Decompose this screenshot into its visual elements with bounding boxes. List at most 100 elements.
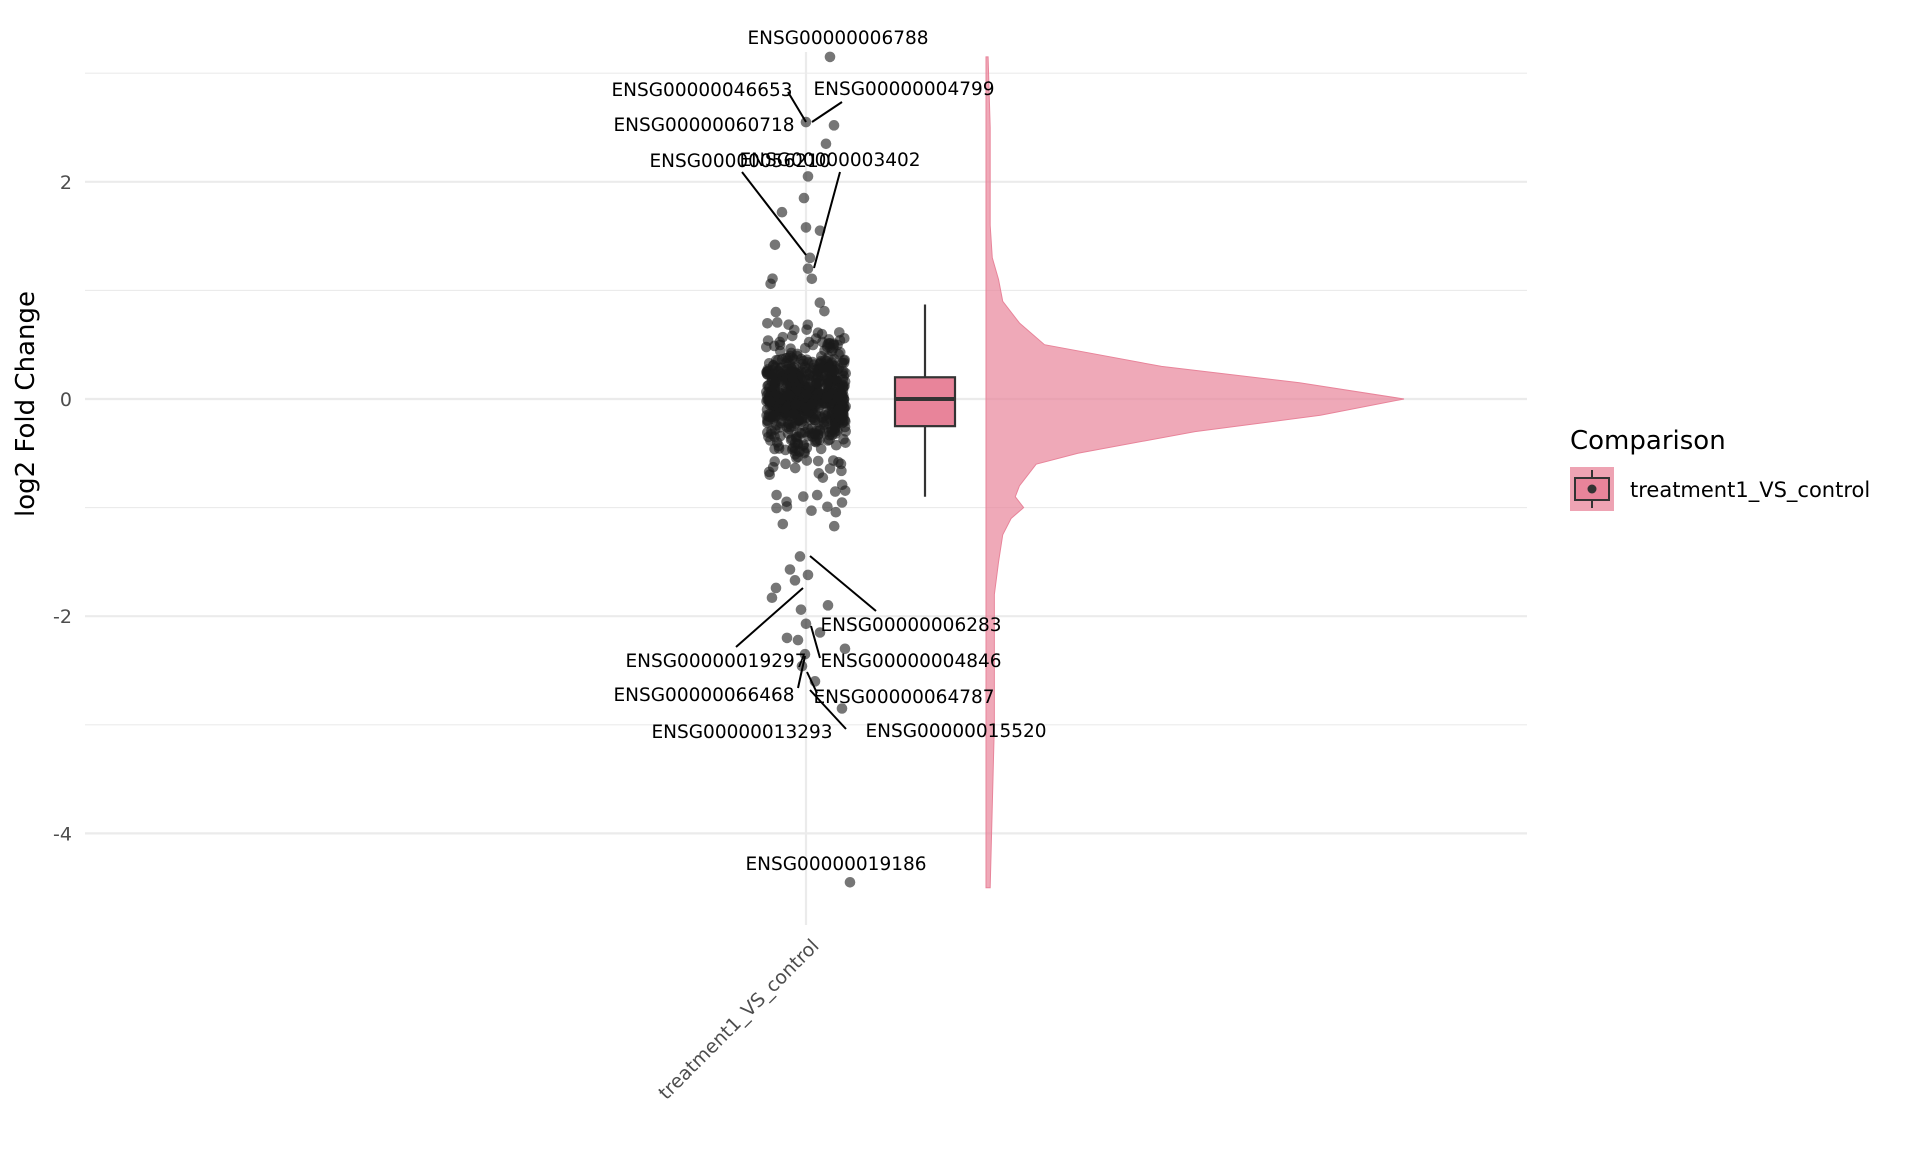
data-point bbox=[809, 414, 821, 426]
boxplot bbox=[893, 304, 957, 497]
data-point bbox=[766, 592, 778, 604]
y-axis-label: log2 Fold Change bbox=[11, 291, 41, 517]
data-point bbox=[767, 461, 779, 473]
data-point bbox=[806, 399, 818, 410]
data-point bbox=[774, 336, 786, 348]
y-tick-label: -2 bbox=[53, 606, 72, 628]
x-axis-ticks: treatment1_VS_control bbox=[654, 935, 823, 1104]
data-point bbox=[822, 374, 834, 385]
data-point bbox=[802, 171, 814, 182]
data-point bbox=[771, 502, 782, 514]
data-point bbox=[784, 564, 796, 575]
data-point bbox=[792, 634, 804, 646]
label-leader-line bbox=[811, 101, 843, 123]
data-point bbox=[812, 455, 824, 467]
label-leader-line bbox=[797, 655, 806, 689]
data-point bbox=[815, 443, 827, 455]
label-leader-line bbox=[813, 171, 841, 269]
label-leader-line bbox=[741, 171, 807, 256]
data-point bbox=[809, 427, 820, 439]
data-point bbox=[804, 252, 816, 264]
data-point bbox=[814, 627, 826, 638]
data-point bbox=[769, 239, 781, 251]
data-point bbox=[839, 333, 850, 344]
data-point bbox=[782, 389, 794, 401]
data-point bbox=[820, 138, 832, 150]
data-point bbox=[798, 439, 810, 450]
data-point bbox=[786, 330, 798, 342]
gene-label: ENSG00000066468 bbox=[613, 685, 794, 706]
label-leader-line bbox=[809, 555, 877, 612]
data-point bbox=[799, 648, 811, 660]
data-point bbox=[794, 551, 806, 562]
gene-label: ENSG00000013293 bbox=[651, 722, 832, 743]
label-leader-line bbox=[809, 689, 847, 730]
label-leader-line bbox=[735, 587, 804, 648]
data-point bbox=[813, 468, 825, 479]
data-point bbox=[844, 876, 856, 888]
data-point bbox=[830, 439, 842, 451]
data-point bbox=[790, 418, 801, 429]
data-point bbox=[839, 421, 851, 433]
data-point bbox=[836, 479, 848, 491]
data-point bbox=[789, 438, 801, 449]
data-point bbox=[811, 489, 823, 501]
data-point bbox=[801, 389, 813, 400]
data-point bbox=[782, 428, 794, 439]
data-point bbox=[822, 501, 833, 513]
data-point bbox=[828, 365, 840, 377]
data-point bbox=[789, 575, 801, 586]
data-point bbox=[764, 396, 776, 407]
data-point bbox=[839, 643, 851, 655]
data-point bbox=[782, 352, 794, 364]
data-point bbox=[828, 120, 840, 131]
data-point bbox=[806, 505, 817, 517]
y-tick-label: -4 bbox=[53, 823, 72, 845]
data-point bbox=[824, 463, 836, 474]
data-point bbox=[828, 339, 840, 351]
data-point bbox=[783, 319, 794, 331]
data-point bbox=[762, 369, 773, 380]
data-point bbox=[802, 569, 814, 581]
data-point bbox=[770, 354, 782, 366]
data-point bbox=[807, 356, 818, 368]
data-point bbox=[833, 404, 845, 415]
data-point bbox=[814, 297, 826, 308]
gene-label: ENSG00000006788 bbox=[747, 28, 928, 49]
data-point bbox=[822, 600, 834, 611]
data-point bbox=[828, 455, 839, 466]
gene-labels: ENSG00000006788 ENSG00000046653 ENSG000000… bbox=[611, 28, 1046, 875]
label-leader-line bbox=[810, 625, 821, 659]
gene-label: ENSG00000004799 bbox=[813, 79, 994, 100]
data-point bbox=[836, 703, 848, 714]
gene-label: ENSG00000060718 bbox=[613, 115, 794, 136]
legend-entry-label: treatment1_VS_control bbox=[1630, 478, 1870, 503]
gene-label: ENSG00000046653 bbox=[611, 80, 792, 101]
data-point bbox=[821, 415, 832, 427]
label-leader-line bbox=[806, 671, 818, 694]
gene-label: ENSG00000056210 bbox=[649, 151, 830, 172]
data-point bbox=[829, 421, 840, 432]
data-point bbox=[836, 497, 848, 508]
data-point bbox=[800, 618, 812, 630]
data-point bbox=[776, 206, 788, 218]
x-tick-label: treatment1_VS_control bbox=[654, 935, 823, 1104]
data-point bbox=[802, 263, 814, 274]
data-point bbox=[771, 489, 782, 501]
data-point bbox=[770, 582, 782, 594]
data-point bbox=[830, 506, 842, 518]
data-point bbox=[780, 403, 792, 415]
gene-label: ENSG00000003402 bbox=[739, 150, 920, 171]
y-tick-label: 0 bbox=[60, 389, 72, 411]
data-point bbox=[772, 317, 783, 328]
data-point bbox=[761, 341, 772, 353]
data-point bbox=[828, 520, 840, 532]
gene-label: ENSG00000064787 bbox=[813, 687, 994, 708]
gene-label: ENSG00000019186 bbox=[745, 854, 926, 875]
data-point bbox=[806, 273, 818, 285]
legend-title: Comparison bbox=[1570, 426, 1726, 456]
data-point bbox=[803, 369, 815, 380]
data-point bbox=[838, 433, 849, 445]
data-point bbox=[829, 486, 841, 497]
gene-label: ENSG00000004846 bbox=[820, 651, 1001, 672]
